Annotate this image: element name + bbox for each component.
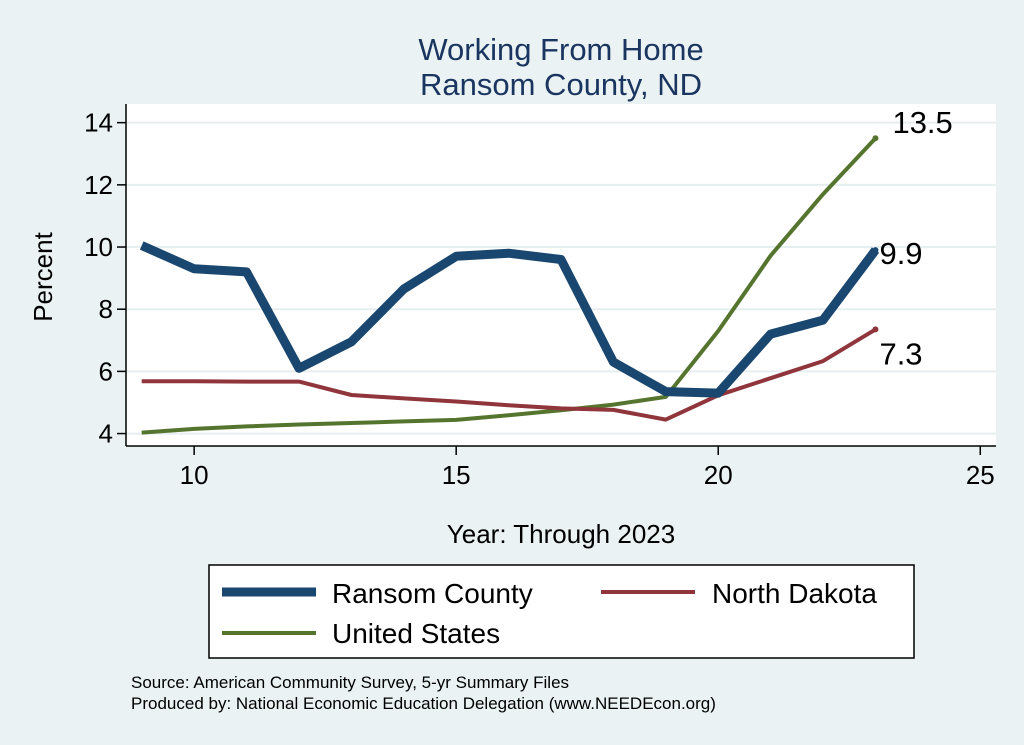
y-tick-label-10: 10: [84, 232, 113, 262]
x-tick-label-15: 15: [442, 460, 471, 490]
series-line-ransom-county: [139, 241, 880, 398]
y-tick-label-4: 4: [99, 419, 113, 449]
legend-label-united-states: United States: [332, 618, 500, 649]
legend-label-ransom-county: Ransom County: [332, 578, 533, 609]
axes: 4 6 8 10 12 14 10 15 20 25: [84, 104, 996, 490]
end-marker-ransom-county: [872, 247, 879, 254]
x-tick-label-25: 25: [966, 460, 995, 490]
series-line-united-states: [141, 136, 877, 435]
series-lines: [139, 136, 880, 435]
source-note: Source: American Community Survey, 5-yr …: [131, 673, 569, 692]
end-label-united-states: 13.5: [892, 105, 952, 140]
y-tick-label-8: 8: [99, 294, 113, 324]
end-marker-united-states: [872, 135, 879, 142]
chart-title-line-2: Ransom County, ND: [420, 67, 702, 102]
x-tick-label-20: 20: [704, 460, 733, 490]
end-marker-north-dakota: [872, 326, 879, 333]
y-tick-label-14: 14: [84, 108, 113, 138]
chart-title-line-1: Working From Home: [418, 32, 703, 67]
y-axis-title: Percent: [28, 231, 58, 321]
y-tick-label-6: 6: [99, 356, 113, 386]
legend: Ransom County North Dakota United States: [208, 564, 915, 659]
x-axis-title: Year: Through 2023: [447, 519, 675, 549]
end-label-ransom-county: 9.9: [879, 236, 922, 271]
end-labels: 9.9 7.3 13.5: [872, 105, 953, 371]
x-tick-label-10: 10: [180, 460, 209, 490]
y-tick-label-12: 12: [84, 170, 113, 200]
producer-note: Produced by: National Economic Education…: [131, 694, 716, 713]
legend-box: [208, 564, 915, 659]
legend-label-north-dakota: North Dakota: [712, 578, 877, 609]
plot-area: [126, 104, 996, 446]
series-line-north-dakota: [141, 327, 877, 422]
end-label-north-dakota: 7.3: [879, 336, 922, 371]
